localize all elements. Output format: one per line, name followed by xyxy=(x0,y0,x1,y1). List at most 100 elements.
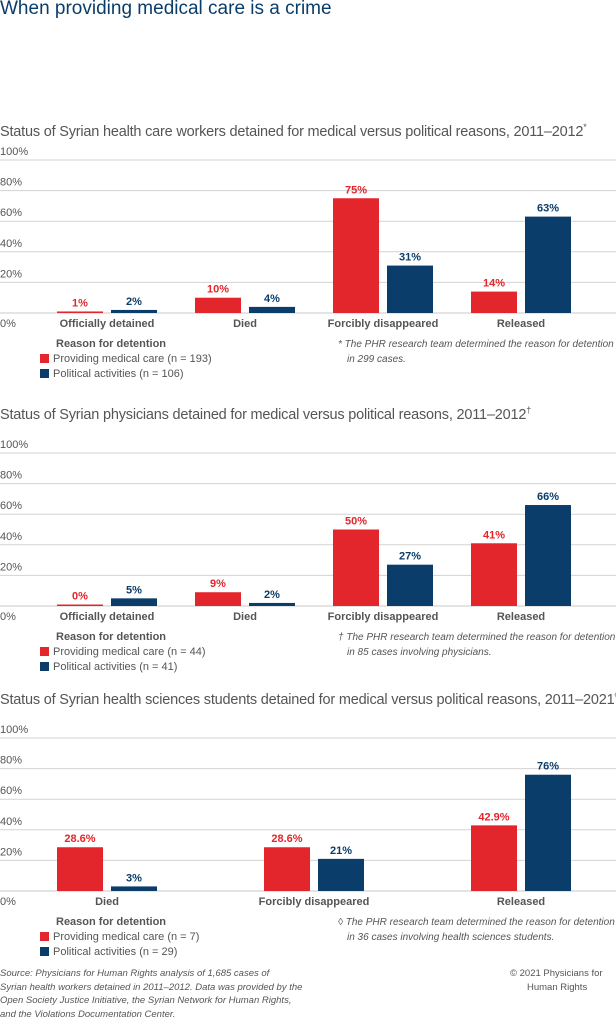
legend-label: Political activities (n = 41) xyxy=(53,661,178,673)
bar-medical xyxy=(195,297,241,313)
chart-title-mark: † xyxy=(526,405,531,415)
category-label: Released xyxy=(497,611,545,623)
bar-medical xyxy=(57,311,103,313)
chart-title: Status of Syrian health sciences student… xyxy=(0,690,616,708)
data-label: 14% xyxy=(483,278,505,290)
data-label: 10% xyxy=(207,284,229,296)
data-label: 41% xyxy=(483,529,505,541)
category-label: Died xyxy=(233,318,257,330)
bar-medical xyxy=(57,847,103,891)
data-label: 31% xyxy=(399,252,421,264)
bar-medical xyxy=(471,291,517,313)
bar-political xyxy=(525,216,571,313)
bar-political xyxy=(387,564,433,606)
legend-item: Political activities (n = 106) xyxy=(40,367,212,382)
footnote: ◊ The PHR research team determined the r… xyxy=(338,915,615,945)
source-line: and the Violations Documentation Center. xyxy=(0,1008,176,1020)
legend-swatch xyxy=(40,369,49,378)
legend-swatch xyxy=(40,947,49,956)
data-label: 2% xyxy=(126,296,142,308)
y-tick-label: 60% xyxy=(0,785,22,797)
y-tick-label: 80% xyxy=(0,470,22,482)
y-tick-label: 80% xyxy=(0,755,22,767)
bar-medical xyxy=(264,847,310,891)
legend-swatch xyxy=(40,662,49,671)
y-tick-label: 100% xyxy=(0,724,28,736)
footnote: † The PHR research team determined the r… xyxy=(338,630,615,660)
bar-medical xyxy=(57,604,103,606)
legend-item: Providing medical care (n = 44) xyxy=(40,645,206,660)
data-label: 28.6% xyxy=(64,833,95,845)
data-label: 63% xyxy=(537,203,559,215)
y-tick-label: 0% xyxy=(0,896,16,908)
data-label: 2% xyxy=(264,589,280,601)
legend-heading: Reason for detention xyxy=(56,631,167,643)
copyright-line: © 2021 Physicians for xyxy=(510,968,603,979)
copyright: © 2021 Physicians for Human Rights xyxy=(510,967,603,994)
footnote-line: * The PHR research team determined the r… xyxy=(338,339,614,350)
category-label: Forcibly disappeared xyxy=(328,318,439,330)
legend-swatch xyxy=(40,932,49,941)
chart-title-text: Status of Syrian physicians detained for… xyxy=(0,406,527,423)
legend-label: Political activities (n = 29) xyxy=(53,946,178,958)
y-tick-label: 20% xyxy=(0,268,22,280)
bar-political xyxy=(111,309,157,313)
data-label: 0% xyxy=(72,591,88,603)
y-tick-label: 20% xyxy=(0,561,22,573)
legend-label: Political activities (n = 106) xyxy=(53,368,184,380)
footnote-line: in 85 cases involving physicians. xyxy=(347,647,492,658)
category-label: Officially detained xyxy=(60,318,155,330)
bar-medical xyxy=(195,592,241,606)
data-label: 42.9% xyxy=(478,811,509,823)
chart-title-mark: * xyxy=(583,122,587,132)
data-label: 1% xyxy=(72,297,88,309)
y-tick-label: 0% xyxy=(0,611,16,623)
y-tick-label: 100% xyxy=(0,439,28,451)
legend-item: Political activities (n = 29) xyxy=(40,945,199,960)
legend: Reason for detention Providing medical ca… xyxy=(40,337,212,382)
source-line: Source: Physicians for Human Rights anal… xyxy=(0,968,270,979)
footnote-line: in 36 cases involving health sciences st… xyxy=(347,932,555,943)
category-label: Released xyxy=(497,896,545,908)
data-label: 76% xyxy=(537,761,559,773)
data-label: 28.6% xyxy=(271,833,302,845)
bar-political xyxy=(111,598,157,606)
chart-title: Status of Syrian physicians detained for… xyxy=(0,405,531,423)
bar-political xyxy=(387,265,433,313)
category-label: Died xyxy=(95,896,119,908)
bar-political xyxy=(111,886,157,891)
y-tick-label: 100% xyxy=(0,146,28,158)
y-tick-label: 40% xyxy=(0,238,22,250)
data-label: 4% xyxy=(264,293,280,305)
legend-swatch xyxy=(40,354,49,363)
bar-medical xyxy=(471,543,517,606)
category-label: Forcibly disappeared xyxy=(328,611,439,623)
data-label: 50% xyxy=(345,516,367,528)
chart-title: Status of Syrian health care workers det… xyxy=(0,122,587,140)
data-label: 5% xyxy=(126,584,142,596)
chart-title-text: Status of Syrian health sciences student… xyxy=(0,691,615,708)
chart-title-text: Status of Syrian health care workers det… xyxy=(0,123,584,140)
y-tick-label: 20% xyxy=(0,846,22,858)
bar-chart: 0% 20% 40% 60% 80% 100% 28.6% 3% Died 28.6% 21% For… xyxy=(0,724,616,908)
legend: Reason for detention Providing medical ca… xyxy=(40,630,206,675)
y-tick-label: 0% xyxy=(0,318,16,330)
legend: Reason for detention Providing medical ca… xyxy=(40,915,199,960)
footnote-line: † The PHR research team determined the r… xyxy=(338,632,616,643)
bar-political xyxy=(525,774,571,891)
legend-label: Providing medical care (n = 193) xyxy=(53,353,212,365)
footnote: * The PHR research team determined the r… xyxy=(338,337,614,367)
legend-label: Providing medical care (n = 44) xyxy=(53,646,206,658)
legend-heading: Reason for detention xyxy=(56,338,167,350)
legend-heading: Reason for detention xyxy=(56,916,167,928)
y-tick-label: 40% xyxy=(0,531,22,543)
data-label: 75% xyxy=(345,184,367,196)
legend-item: Political activities (n = 41) xyxy=(40,660,206,675)
data-label: 27% xyxy=(399,551,421,563)
category-label: Forcibly disappeared xyxy=(259,896,370,908)
bar-chart: 0% 20% 40% 60% 80% 100% 1% 2% Officially detaine… xyxy=(0,146,616,330)
source-line: Syrian health workers detained in 2011–2… xyxy=(0,981,303,993)
source-note: Source: Physicians for Human Rights anal… xyxy=(0,967,302,1021)
data-label: 3% xyxy=(126,872,142,884)
y-tick-label: 60% xyxy=(0,207,22,219)
